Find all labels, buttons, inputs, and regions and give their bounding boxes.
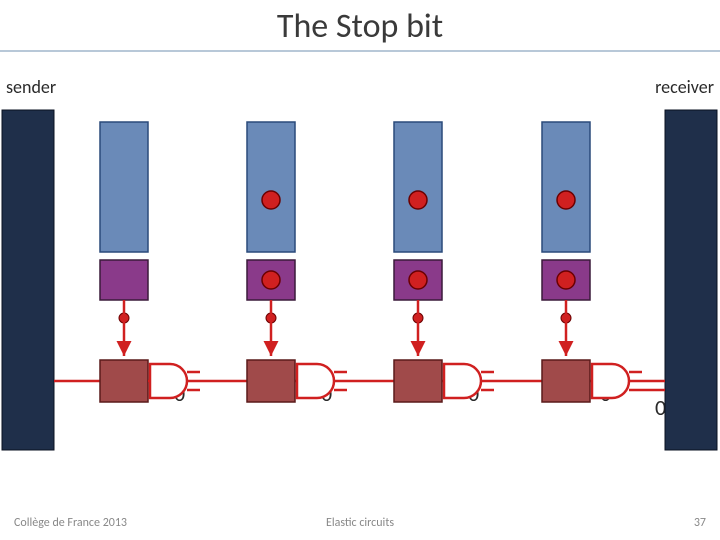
footer-center: Elastic circuits [0, 516, 720, 530]
stage-2 [247, 122, 347, 402]
sender-block [2, 110, 54, 450]
data-token-4 [557, 191, 575, 209]
stop-block-3 [394, 360, 442, 402]
and-gate-3 [444, 364, 481, 398]
stop-block-4 [542, 360, 590, 402]
stage-3 [394, 122, 494, 402]
valid-token-2 [262, 271, 280, 289]
data-block-1 [100, 122, 148, 252]
valid-token-4 [557, 271, 575, 289]
diagram-svg [0, 60, 720, 500]
valid-block-1 [100, 260, 148, 300]
stage-1 [100, 122, 200, 402]
page-title: The Stop bit [0, 0, 720, 47]
data-block-3 [394, 122, 442, 252]
and-gate-4 [592, 364, 629, 398]
data-block-4 [542, 122, 590, 252]
and-gate-1 [150, 364, 187, 398]
data-block-2 [247, 122, 295, 252]
stop-block-2 [247, 360, 295, 402]
footer-right: 37 [694, 516, 706, 530]
stop-block-1 [100, 360, 148, 402]
title-underline [0, 50, 720, 52]
stage-4 [542, 122, 665, 402]
valid-token-3 [409, 271, 427, 289]
data-token-3 [409, 191, 427, 209]
data-token-2 [262, 191, 280, 209]
receiver-block [665, 110, 717, 450]
and-gate-2 [297, 364, 334, 398]
